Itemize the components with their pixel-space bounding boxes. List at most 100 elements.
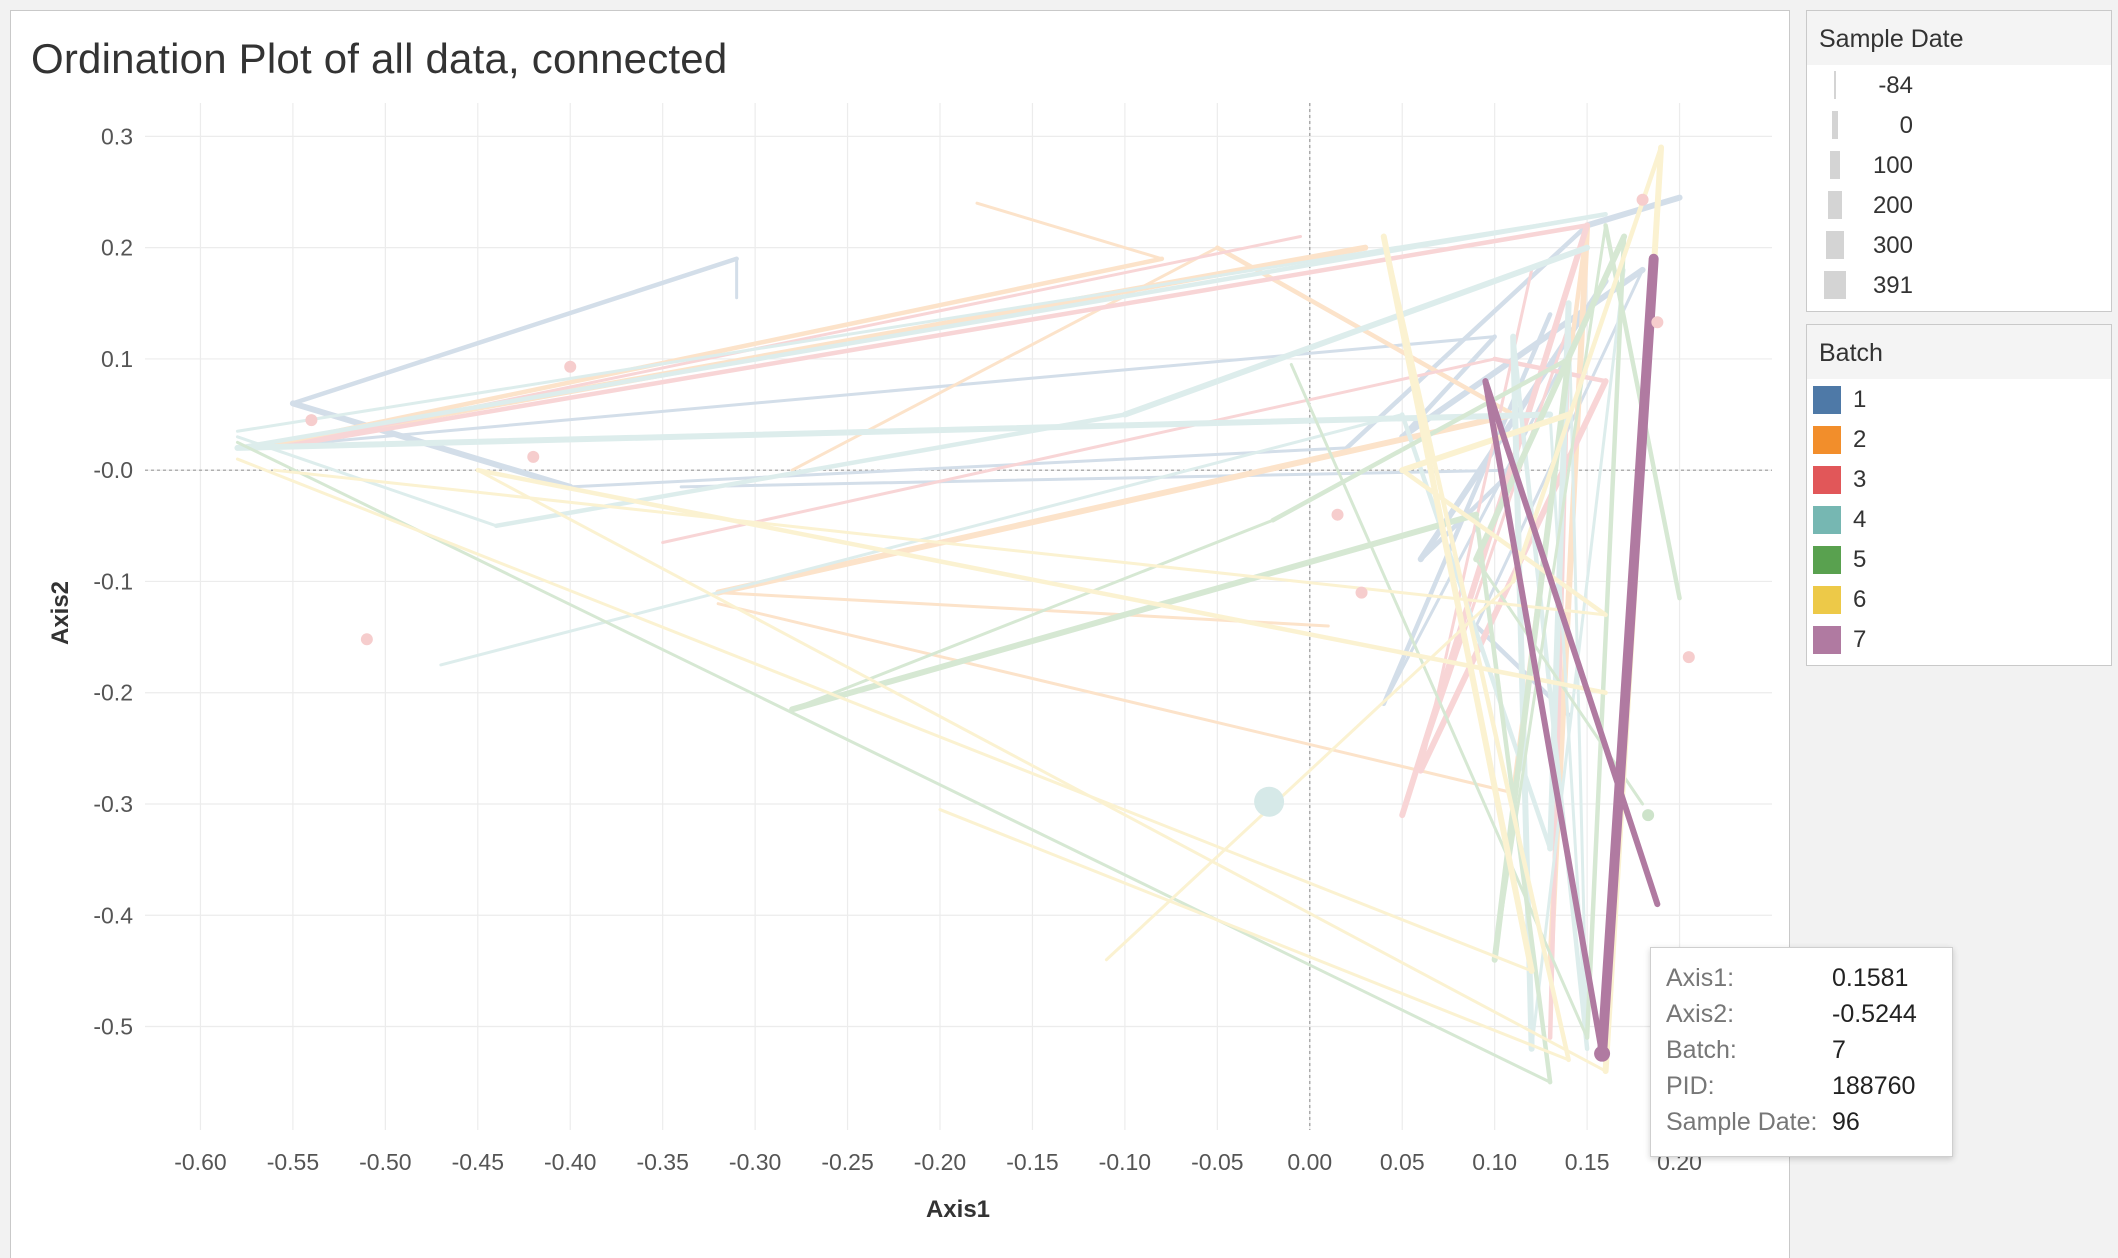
tooltip-value: 188760: [1832, 1072, 1916, 1100]
series-batch-5[interactable]: [235, 223, 1682, 1085]
batch-legend-item[interactable]: 6: [1807, 579, 2111, 619]
batch-color-swatch: [1813, 426, 1841, 454]
y-tick-label: -0.1: [93, 568, 133, 594]
series-segment[interactable]: [568, 446, 1349, 489]
series-segment[interactable]: [1482, 378, 1661, 908]
batch-legend-label: 4: [1853, 506, 1867, 533]
series-segment[interactable]: [1473, 233, 1628, 563]
tooltip-row: Sample Date: 96: [1666, 1108, 1860, 1137]
series-segment[interactable]: [975, 201, 1164, 261]
series-segment[interactable]: [1381, 234, 1571, 1063]
series-segment[interactable]: [715, 411, 1517, 596]
size-mark: [1826, 231, 1844, 259]
series-segment[interactable]: [1399, 467, 1608, 618]
sample-date-legend-title: Sample Date: [1807, 11, 2111, 65]
data-point[interactable]: [1254, 786, 1285, 817]
batch-legend[interactable]: Batch 1 2 3 4 5 6 7: [1806, 324, 2112, 666]
x-tick-label: 0.15: [1565, 1149, 1610, 1175]
batch-legend-label: 6: [1853, 586, 1867, 613]
series-segment[interactable]: [1399, 411, 1572, 474]
x-tick-label: -0.40: [544, 1149, 596, 1175]
series-segment[interactable]: [235, 212, 1608, 433]
series-segment[interactable]: [1510, 145, 1664, 584]
series-segment[interactable]: [1215, 245, 1516, 417]
series-segment[interactable]: [938, 808, 1571, 1062]
data-point[interactable]: [360, 633, 373, 646]
series-batch-4[interactable]: [235, 244, 1591, 529]
tooltip: Axis1: 0.1581 Axis2: -0.5244 Batch: 7 PID: 1887…: [1650, 947, 1953, 1157]
x-tick-label: 0.00: [1287, 1149, 1332, 1175]
series-segment[interactable]: [716, 602, 1515, 795]
batch-legend-item[interactable]: 2: [1807, 419, 2111, 459]
sample-date-legend-item[interactable]: -84: [1807, 65, 2111, 105]
data-point[interactable]: [1355, 586, 1368, 599]
batch-legend-item[interactable]: 7: [1807, 619, 2111, 659]
series-batch-2[interactable]: [252, 201, 1369, 451]
batch-color-swatch: [1813, 626, 1841, 654]
series-segment[interactable]: [1121, 244, 1591, 418]
x-tick-label: -0.30: [729, 1149, 781, 1175]
series-segment[interactable]: [1482, 378, 1606, 1057]
series-segment[interactable]: [716, 591, 1330, 628]
series-segment[interactable]: [476, 468, 1608, 1073]
sample-date-legend-label: 300: [1872, 232, 1913, 259]
sample-date-legend-item[interactable]: 100: [1807, 145, 2111, 185]
batch-legend-label: 7: [1853, 626, 1867, 653]
series-segment[interactable]: [475, 467, 1608, 695]
batch-legend-item[interactable]: 5: [1807, 539, 2111, 579]
series-segment[interactable]: [1104, 579, 1515, 962]
series-segment[interactable]: [790, 518, 1275, 711]
series-segment[interactable]: [235, 457, 1534, 973]
series-segment[interactable]: [272, 468, 1608, 617]
series-segment[interactable]: [789, 511, 1480, 713]
series-segment[interactable]: [1567, 301, 1589, 1051]
data-point[interactable]: [1682, 651, 1695, 664]
batch-legend-title: Batch: [1807, 325, 2111, 379]
batch-legend-item[interactable]: 1: [1807, 379, 2111, 419]
series-segment[interactable]: [1380, 233, 1535, 974]
series-segment[interactable]: [253, 256, 1165, 451]
x-tick-label: -0.25: [821, 1149, 873, 1175]
points-layer[interactable]: [305, 193, 1695, 1062]
sample-date-legend-item[interactable]: 300: [1807, 225, 2111, 265]
sample-date-legend-item[interactable]: 391: [1807, 265, 2111, 305]
series-segment[interactable]: [1493, 223, 1608, 962]
sample-date-legend[interactable]: Sample Date -84 0 100 200 300 391: [1806, 10, 2112, 312]
data-point[interactable]: [1636, 193, 1649, 206]
series-segment[interactable]: [679, 468, 1515, 489]
series-layer[interactable]: [234, 144, 1683, 1085]
data-point[interactable]: [1651, 316, 1664, 329]
data-point[interactable]: [527, 450, 540, 463]
data-point[interactable]: [1642, 809, 1655, 822]
sample-date-legend-item[interactable]: 0: [1807, 105, 2111, 145]
series-segment[interactable]: [661, 357, 1497, 545]
batch-legend-label: 1: [1853, 386, 1867, 413]
series-batch-6[interactable]: [235, 233, 1571, 1063]
sample-date-legend-item[interactable]: 200: [1807, 185, 2111, 225]
series-batch-6[interactable]: [272, 411, 1608, 618]
series-segment[interactable]: [235, 440, 1552, 1084]
y-tick-label: -0.2: [93, 680, 133, 706]
data-point[interactable]: [564, 360, 577, 373]
batch-legend-item[interactable]: 4: [1807, 499, 2111, 539]
highlighted-point[interactable]: [1594, 1045, 1611, 1062]
y-tick-label: -0.4: [93, 902, 133, 928]
series-segment[interactable]: [234, 411, 1554, 451]
batch-color-swatch: [1813, 466, 1841, 494]
series-segment[interactable]: [290, 256, 739, 406]
series-batch-7[interactable]: [1482, 378, 1661, 908]
series-segment[interactable]: [235, 212, 1608, 451]
series-segment[interactable]: [272, 223, 1590, 451]
series-batch-7[interactable]: [1482, 253, 1659, 1059]
batch-legend-item[interactable]: 3: [1807, 459, 2111, 499]
series-segment[interactable]: [494, 412, 1128, 529]
series-segment[interactable]: [1270, 356, 1571, 523]
data-point[interactable]: [305, 414, 318, 427]
series-segment[interactable]: [1399, 266, 1646, 440]
series-segment[interactable]: [1584, 234, 1627, 1040]
series-segment[interactable]: [1597, 253, 1659, 1059]
series-segment[interactable]: [1584, 194, 1683, 229]
data-point[interactable]: [1331, 508, 1344, 521]
y-tick-label: 0.3: [101, 123, 133, 149]
